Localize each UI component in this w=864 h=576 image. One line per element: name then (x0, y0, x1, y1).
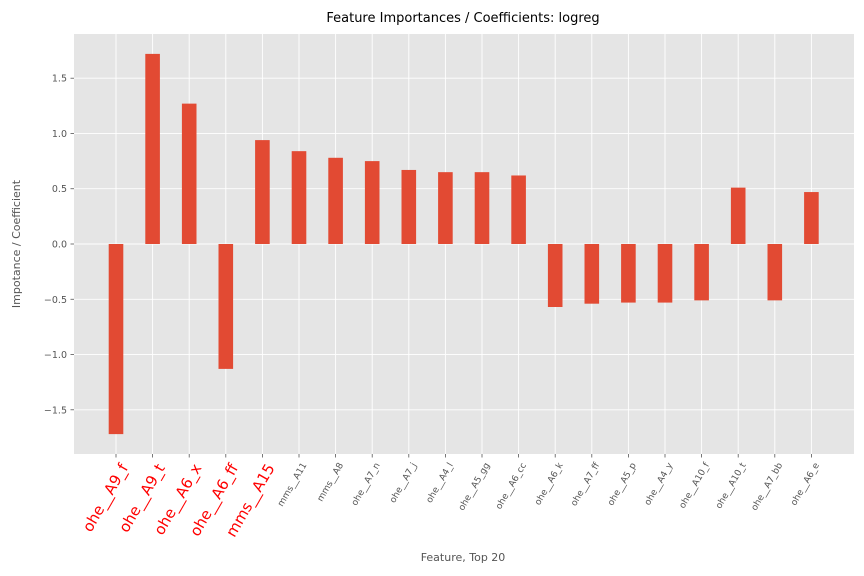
y-tick-label: 1.5 (52, 74, 67, 85)
bars (108, 53, 819, 435)
x-tick-label: mms__A8 (316, 461, 346, 504)
bar (291, 151, 307, 244)
y-axis-ticks: −1.5 −1.0 −0.5 0.0 0.5 1.0 1.5 (44, 74, 74, 416)
chart-title: Feature Importances / Coefficients: logr… (326, 11, 599, 26)
x-tick-label: ohe__A7_ff (569, 461, 602, 509)
y-tick-label: 0.5 (52, 184, 67, 195)
bar (474, 172, 490, 244)
bar (584, 244, 600, 304)
bar (108, 244, 124, 435)
x-tick-label: ohe__A5_gg (457, 461, 492, 512)
x-tick-label: ohe__A6_cc (494, 461, 529, 511)
bar (401, 169, 417, 244)
x-axis-ticks: ohe__A9_fohe__A9_tohe__A6_xohe__A6_ffmms… (79, 454, 822, 541)
y-tick-label: 1.0 (52, 129, 67, 140)
x-tick-label: ohe__A6_e (789, 461, 822, 508)
x-tick-label: ohe__A7_n (350, 461, 383, 507)
bar (730, 187, 746, 244)
y-tick-label: −0.5 (44, 295, 67, 306)
bar (145, 53, 160, 244)
x-axis-label: Feature, Top 20 (421, 551, 506, 564)
y-axis-label: Impotance / Coefficient (10, 179, 23, 308)
x-tick-label: ohe__A10_t (714, 461, 749, 511)
bar (547, 244, 563, 307)
bar (657, 244, 673, 303)
bar (328, 157, 343, 244)
bar (438, 172, 453, 244)
x-tick-label: mms__A11 (276, 461, 309, 508)
bar (621, 244, 636, 303)
x-tick-label: ohe__A5_p (606, 461, 639, 508)
x-tick-label: ohe__A4_l (425, 461, 456, 505)
x-tick-label: ohe__A10_f (678, 461, 713, 511)
bar (804, 192, 819, 244)
bar (767, 244, 783, 301)
x-tick-label: ohe__A6_k (533, 461, 566, 508)
bar (218, 244, 234, 369)
bar (181, 103, 197, 244)
bar (511, 175, 526, 244)
y-tick-label: −1.5 (44, 405, 67, 416)
bar (255, 140, 270, 244)
x-tick-label: ohe__A7_j (388, 461, 419, 505)
y-tick-label: −1.0 (44, 350, 67, 361)
bar (364, 161, 380, 244)
bar (694, 244, 709, 301)
x-tick-label: ohe__A7_bb (750, 461, 786, 513)
y-tick-label: 0.0 (52, 240, 67, 251)
x-tick-label: ohe__A4_y (643, 461, 676, 508)
